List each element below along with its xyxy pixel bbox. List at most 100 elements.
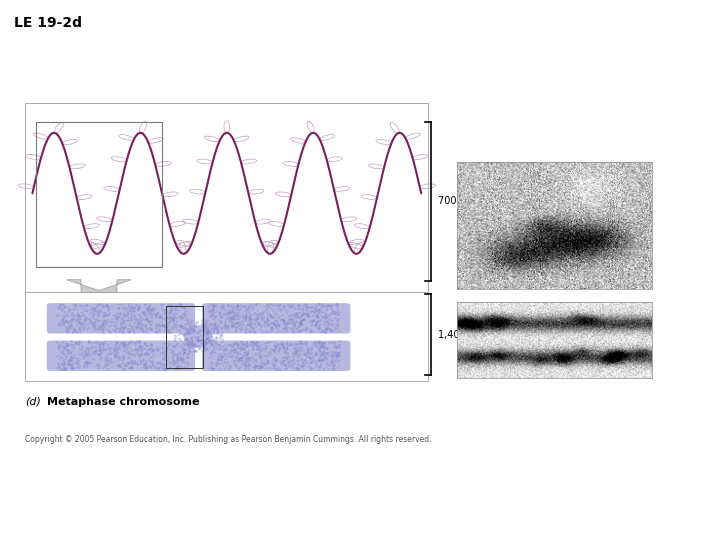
Point	[273, 326, 284, 335]
Point	[266, 313, 277, 322]
Point	[241, 338, 253, 347]
Point	[86, 340, 97, 348]
Point	[67, 360, 78, 369]
Point	[177, 346, 189, 355]
Point	[318, 343, 329, 352]
Point	[133, 317, 145, 326]
Point	[330, 342, 341, 351]
Point	[140, 321, 151, 329]
Point	[148, 359, 159, 367]
Point	[230, 362, 241, 370]
Point	[176, 315, 187, 323]
Point	[241, 362, 253, 371]
Point	[294, 366, 305, 374]
Point	[288, 356, 300, 364]
Point	[78, 319, 89, 328]
Point	[235, 355, 246, 363]
Point	[208, 301, 220, 310]
Point	[215, 312, 226, 320]
Point	[131, 350, 143, 359]
Point	[230, 353, 242, 362]
Point	[62, 346, 73, 355]
Point	[274, 301, 285, 310]
Point	[210, 325, 222, 333]
Point	[92, 362, 104, 370]
Point	[175, 303, 186, 312]
Point	[242, 321, 253, 329]
Point	[194, 326, 206, 335]
Point	[239, 349, 251, 357]
Point	[72, 362, 84, 371]
Point	[243, 325, 254, 333]
Point	[63, 328, 75, 336]
Point	[184, 340, 196, 348]
Point	[208, 365, 220, 374]
Point	[288, 353, 300, 361]
Point	[306, 364, 318, 373]
Point	[176, 330, 188, 339]
Point	[167, 309, 179, 318]
Point	[170, 335, 181, 343]
Point	[78, 363, 90, 372]
Point	[280, 361, 292, 370]
Point	[68, 310, 80, 319]
Point	[145, 306, 157, 315]
Point	[189, 327, 200, 335]
Point	[176, 313, 188, 322]
Point	[140, 315, 152, 323]
Point	[192, 329, 204, 338]
Point	[176, 357, 188, 366]
Point	[228, 320, 240, 328]
Point	[326, 327, 338, 336]
Point	[160, 322, 171, 331]
Point	[242, 342, 253, 350]
Point	[132, 301, 143, 310]
Point	[153, 346, 164, 355]
Point	[141, 360, 153, 368]
Point	[118, 355, 130, 363]
Point	[94, 322, 106, 331]
Point	[229, 348, 240, 357]
Point	[125, 364, 136, 373]
Point	[242, 342, 253, 351]
Point	[53, 321, 65, 329]
Point	[259, 318, 271, 327]
Point	[129, 303, 140, 312]
Point	[302, 312, 314, 321]
Point	[80, 348, 91, 357]
Point	[315, 360, 327, 368]
Point	[243, 314, 255, 323]
Point	[311, 320, 323, 329]
Point	[179, 324, 190, 333]
Point	[55, 321, 66, 330]
Point	[70, 359, 81, 367]
Point	[145, 321, 156, 329]
Point	[264, 364, 276, 373]
Point	[102, 359, 113, 367]
Point	[65, 324, 76, 333]
Point	[133, 345, 145, 354]
Point	[229, 357, 240, 366]
Point	[284, 324, 295, 333]
Point	[278, 342, 289, 350]
Point	[235, 363, 246, 372]
Point	[228, 307, 239, 316]
Point	[94, 316, 106, 325]
Point	[117, 305, 128, 313]
Point	[189, 347, 201, 355]
Point	[166, 314, 178, 322]
Point	[92, 360, 104, 368]
Point	[253, 348, 265, 357]
Point	[282, 303, 294, 312]
Point	[166, 309, 178, 318]
Point	[243, 354, 255, 363]
Point	[223, 322, 235, 331]
Point	[330, 325, 341, 334]
Point	[148, 346, 159, 354]
Point	[166, 349, 177, 357]
Point	[298, 309, 310, 318]
Point	[120, 340, 131, 349]
Point	[118, 328, 130, 336]
Point	[275, 300, 287, 309]
Point	[90, 326, 102, 334]
